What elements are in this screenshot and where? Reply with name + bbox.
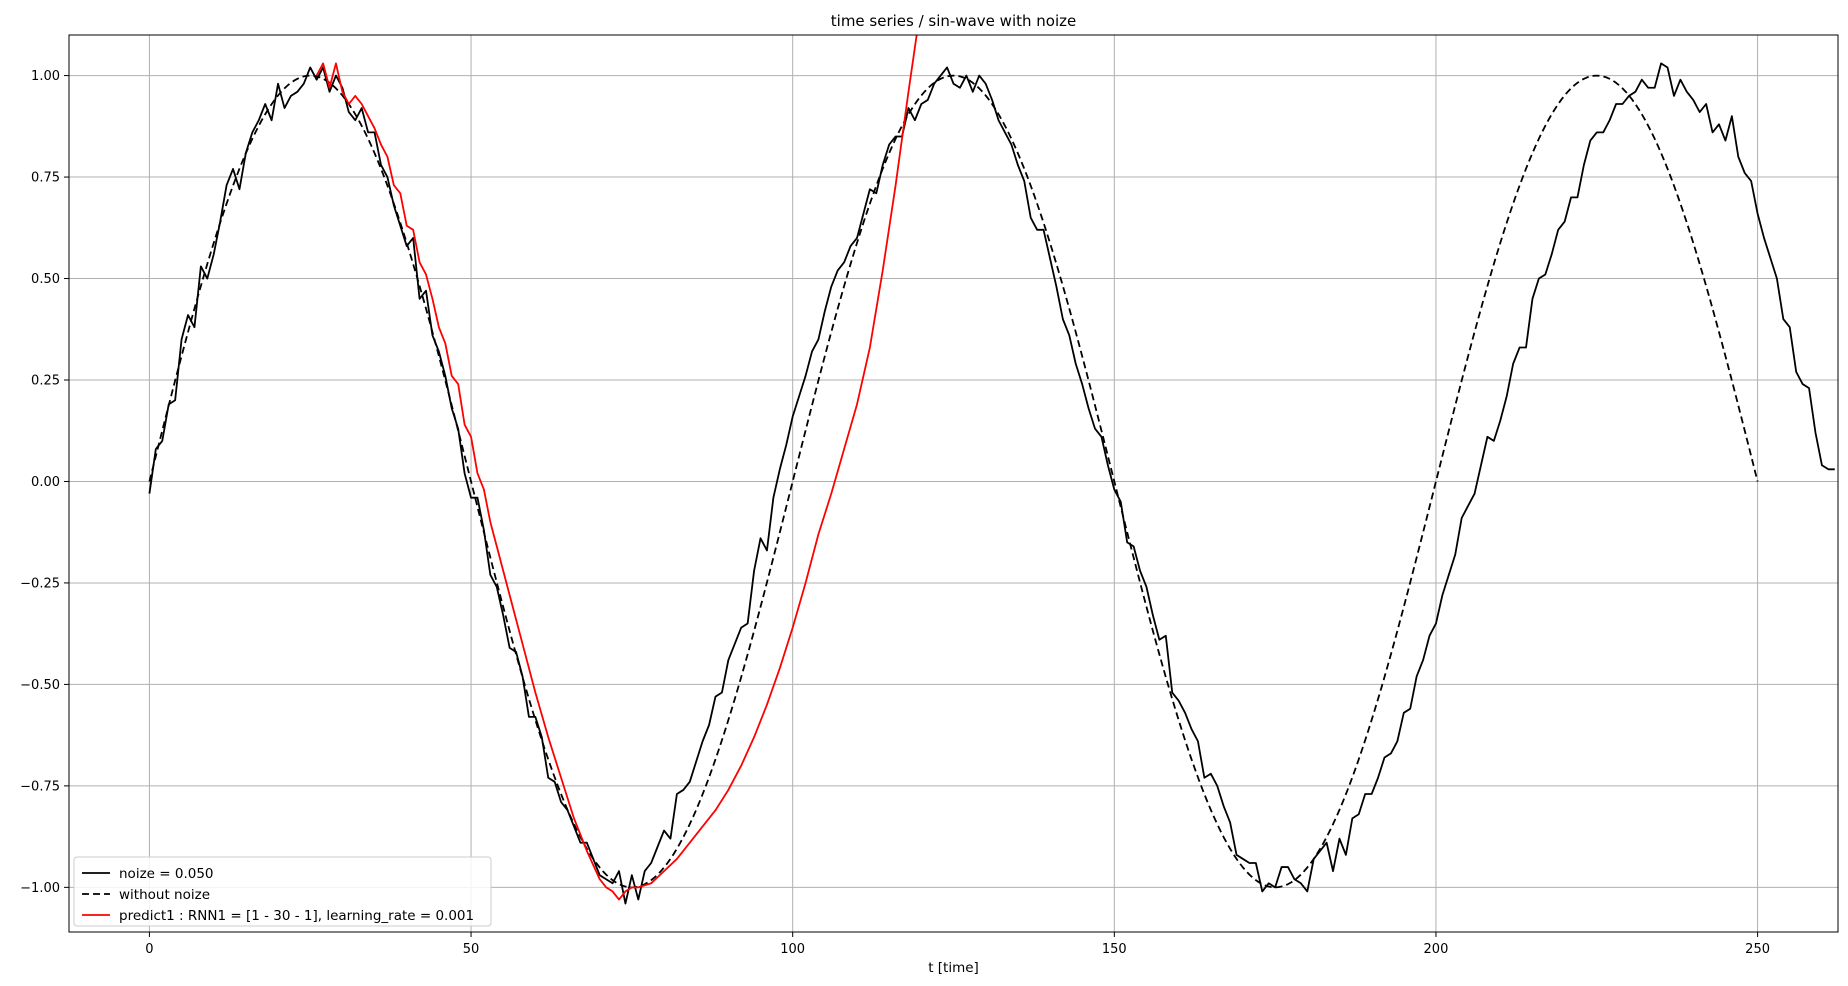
x-axis: 0 50 100 150 200 250 <box>145 932 1770 957</box>
grid <box>69 35 1838 932</box>
series-line-1 <box>148 62 1835 905</box>
y-tick-label: −1.00 <box>20 881 60 896</box>
x-tick-label: 50 <box>463 942 480 957</box>
series-layer <box>148 35 1835 905</box>
x-tick-label: 250 <box>1745 942 1770 957</box>
series-line-2 <box>148 74 1759 889</box>
legend-box <box>73 856 492 927</box>
y-tick-label: −0.75 <box>20 779 60 794</box>
y-tick-label: 0.25 <box>31 374 60 389</box>
x-tick-label: 0 <box>145 942 153 957</box>
y-tick-label: −0.25 <box>20 576 60 591</box>
chart-title: time series / sin-wave with noize <box>831 12 1076 30</box>
series-line-3 <box>315 35 918 901</box>
legend-label: without noize <box>119 887 210 903</box>
y-axis: 1.00 0.75 0.50 0.25 0.00 −0.25 −0.50 −0.75 −1.00 <box>20 69 69 896</box>
y-tick-label: 0.00 <box>31 475 60 490</box>
y-tick-label: −0.50 <box>20 678 60 693</box>
y-tick-label: 0.75 <box>31 171 60 186</box>
x-tick-label: 200 <box>1424 942 1449 957</box>
legend-label: predict1 : RNN1 = [1 - 30 - 1], learning… <box>119 908 474 924</box>
legend: noize = 0.050 without noize predict1 : RNN… <box>73 856 492 927</box>
x-axis-label: t [time] <box>928 960 979 976</box>
plot-frame <box>68 34 1839 933</box>
x-tick-label: 150 <box>1102 942 1127 957</box>
x-tick-label: 100 <box>780 942 805 957</box>
legend-label: noize = 0.050 <box>119 866 214 882</box>
y-tick-label: 1.00 <box>31 69 60 84</box>
y-tick-label: 0.50 <box>31 272 60 287</box>
